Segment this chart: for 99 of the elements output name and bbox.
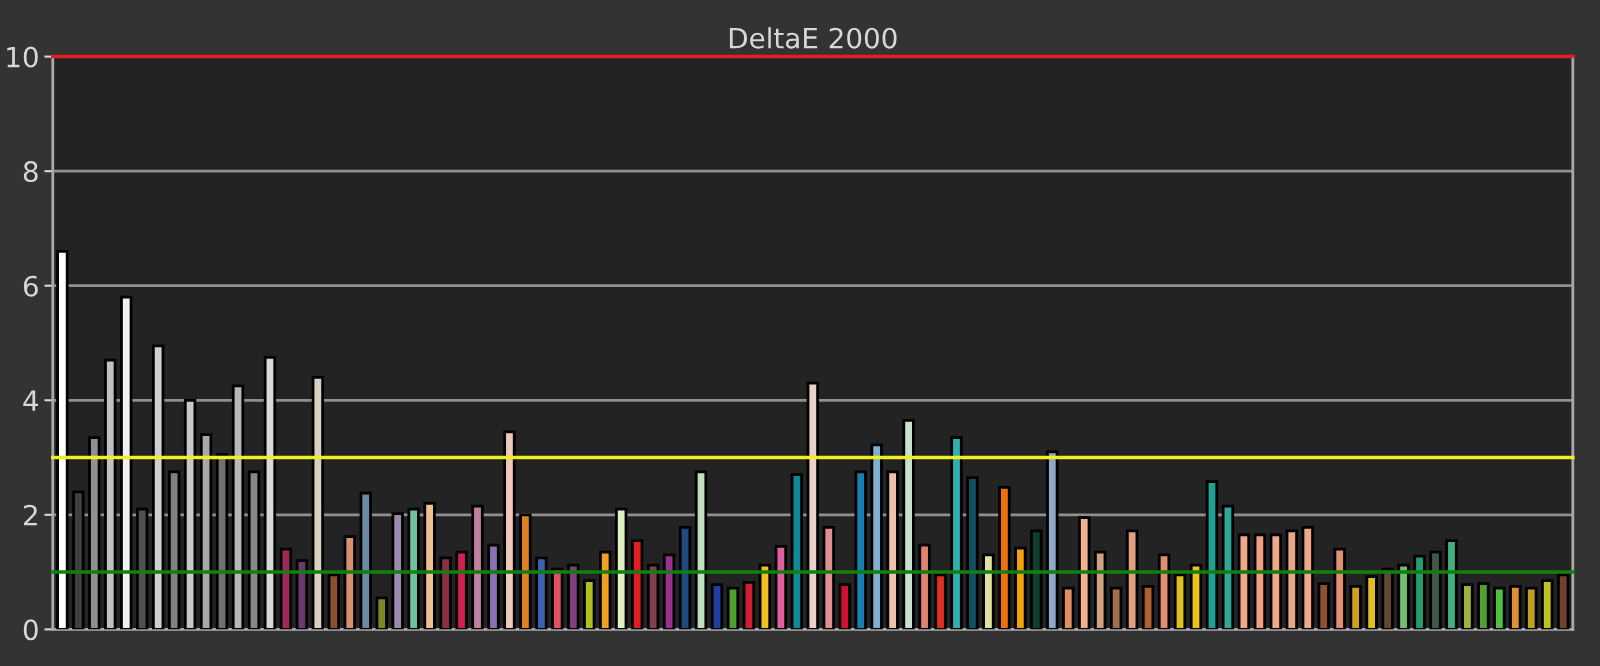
bar [1014, 546, 1027, 630]
bar [1046, 450, 1059, 630]
bar [1301, 526, 1314, 630]
bar [519, 513, 532, 630]
bar [902, 418, 915, 630]
bar [662, 553, 676, 630]
bar [934, 573, 947, 630]
bar [886, 470, 899, 630]
bar [583, 579, 596, 630]
bar [375, 596, 388, 630]
bar [1109, 586, 1123, 630]
y-tick-label: 4 [23, 390, 39, 411]
bar [1030, 529, 1043, 630]
bar [327, 573, 340, 630]
bar [982, 553, 995, 630]
bar [1078, 516, 1091, 630]
bar [1381, 567, 1394, 630]
bar [774, 544, 788, 630]
bar [1237, 533, 1251, 630]
bar [758, 563, 772, 630]
bar [1429, 550, 1442, 630]
bar [1094, 550, 1107, 630]
bar [615, 507, 628, 630]
bar [311, 375, 325, 630]
y-tick-label: 10 [7, 46, 38, 68]
bar [998, 485, 1011, 630]
bar [104, 358, 117, 630]
bar [950, 436, 963, 630]
bar [726, 586, 740, 630]
bar [567, 563, 580, 630]
bar [1525, 586, 1538, 630]
bar [56, 249, 69, 630]
bar [838, 583, 851, 630]
bar [167, 470, 181, 630]
bar [231, 384, 245, 630]
bar [1157, 553, 1171, 630]
bar [295, 559, 309, 630]
bar [1269, 533, 1283, 630]
bar [1221, 504, 1235, 630]
bar [1541, 579, 1554, 630]
bar [854, 470, 867, 630]
bar [1205, 480, 1219, 630]
bar [391, 512, 404, 630]
bar [263, 355, 277, 630]
bar [870, 443, 883, 630]
bar [1141, 585, 1155, 630]
bar [279, 547, 293, 630]
bar [471, 504, 484, 630]
bar [1557, 573, 1570, 630]
bar [1062, 586, 1075, 630]
bar [1509, 585, 1522, 630]
y-tick-label: 6 [23, 275, 38, 297]
bar [1189, 563, 1203, 630]
bar [423, 501, 436, 630]
bar [678, 526, 692, 630]
chart-title: DeltaE 2000 [729, 27, 897, 49]
bar [551, 567, 564, 630]
bar [359, 491, 372, 630]
bar [1125, 529, 1139, 630]
bar [487, 543, 500, 630]
bar [599, 550, 612, 630]
bar [790, 473, 804, 630]
bar [822, 526, 835, 630]
bar [710, 583, 724, 630]
y-tick-label: 2 [23, 504, 37, 526]
bar [1253, 533, 1267, 630]
bar [742, 581, 756, 630]
bar [72, 490, 85, 630]
bar [503, 430, 516, 630]
bar [1365, 575, 1378, 630]
bar [535, 556, 548, 630]
bar [630, 539, 644, 630]
bar [966, 476, 979, 630]
bar [120, 295, 133, 630]
bar [1317, 582, 1330, 630]
bar [407, 507, 420, 630]
bar [1333, 547, 1346, 630]
bar [215, 453, 229, 630]
bar [918, 543, 931, 630]
bar [1413, 554, 1426, 630]
bar [1477, 582, 1490, 630]
bar [1445, 539, 1458, 630]
bar [1397, 563, 1410, 630]
bar [455, 550, 468, 630]
y-tick-label: 0 [23, 619, 38, 641]
y-tick-label: 8 [23, 161, 38, 183]
bar [1493, 586, 1506, 630]
bar [152, 344, 165, 630]
bar [1173, 573, 1187, 630]
bar [1461, 583, 1474, 630]
bar [136, 507, 149, 630]
bar [183, 398, 197, 630]
bar [646, 563, 660, 630]
bar [439, 556, 452, 630]
bar [343, 535, 356, 630]
bar [806, 381, 819, 630]
bar [1349, 585, 1362, 630]
bar [1285, 529, 1298, 630]
bar [694, 470, 708, 630]
